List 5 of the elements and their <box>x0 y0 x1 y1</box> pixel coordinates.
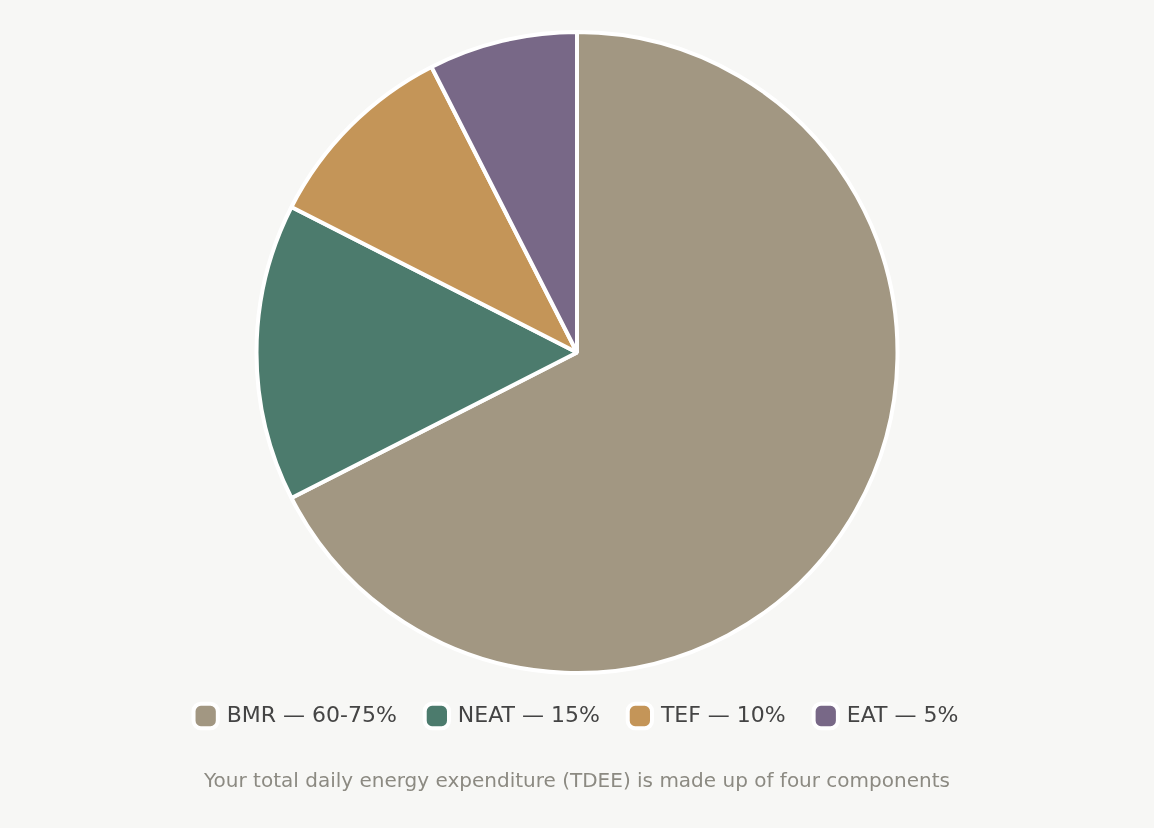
legend-label: TEF — 10% <box>659 701 786 727</box>
legend-label: NEAT — 15% <box>457 701 600 727</box>
legend-label: EAT — 5% <box>846 701 959 727</box>
legend-label: BMR — 60-75% <box>226 701 397 727</box>
text: Your total daily energy expenditure (TDEE) is made up of four components <box>203 768 951 792</box>
